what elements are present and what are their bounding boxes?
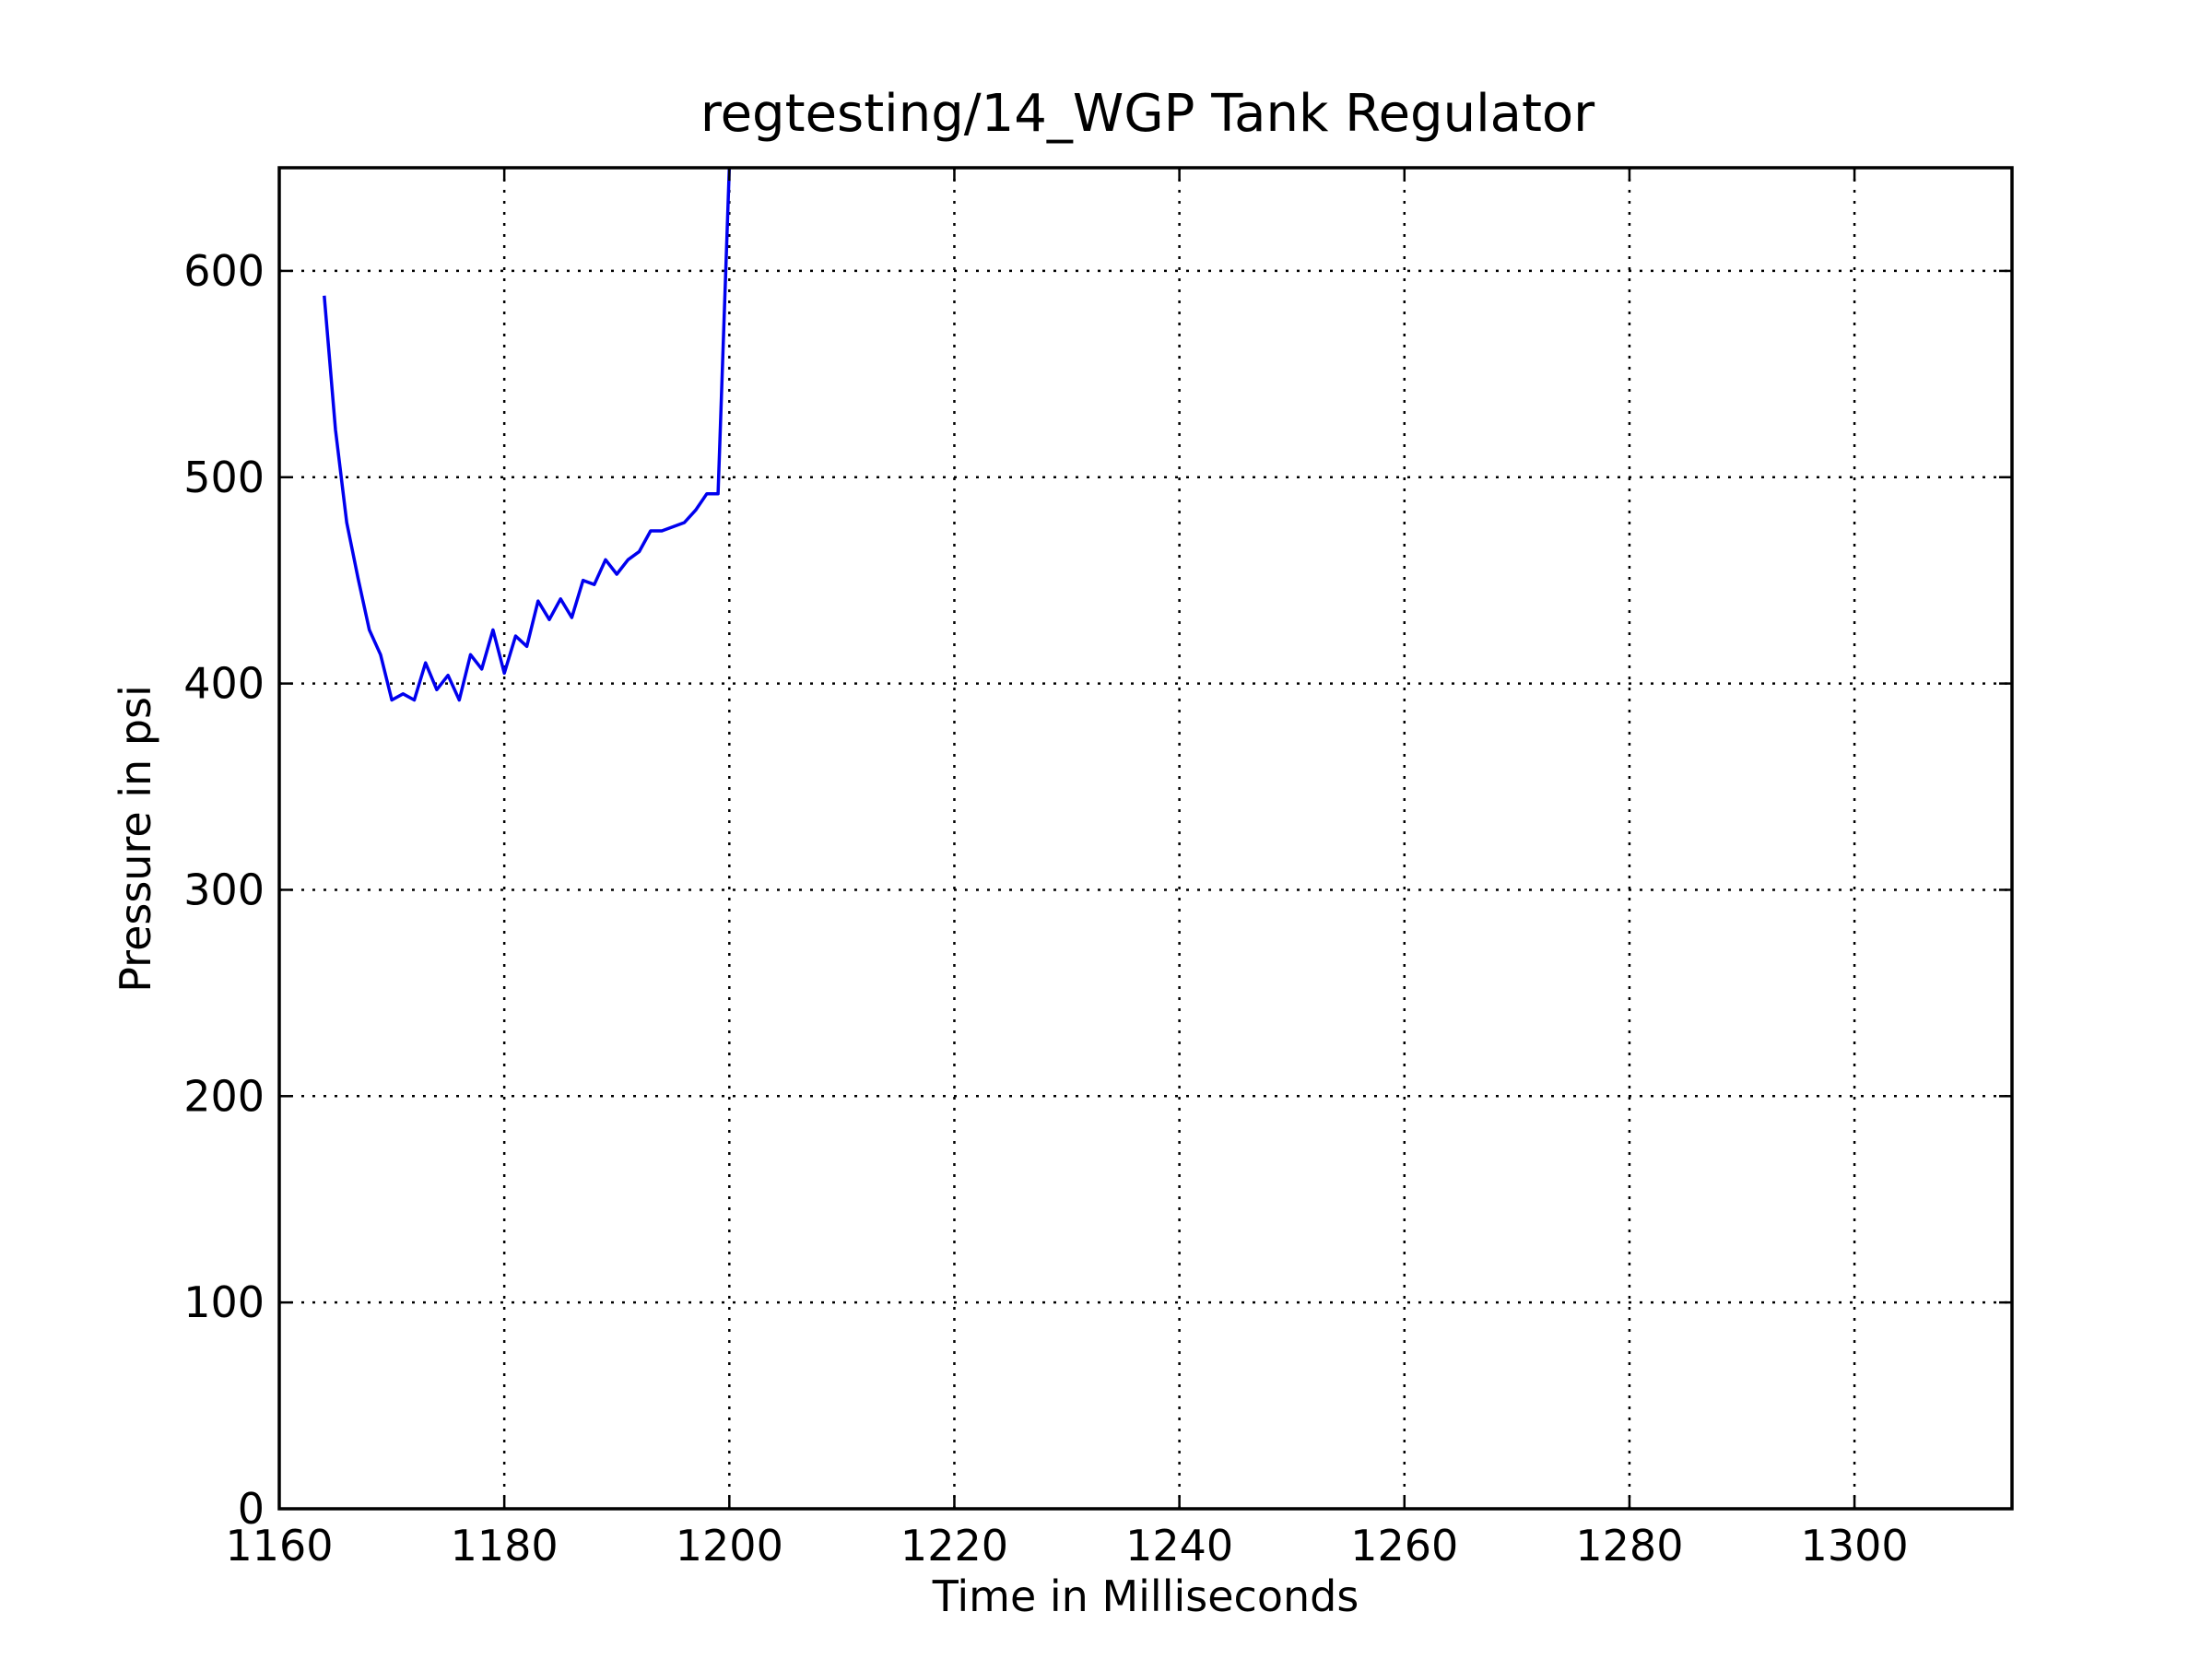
x-tick-label: 1180 <box>451 1521 559 1571</box>
x-tick-label: 1160 <box>225 1521 333 1571</box>
y-tick-label: 600 <box>183 246 265 296</box>
x-tick-label: 1240 <box>1125 1521 1233 1571</box>
grid-layer <box>277 168 2012 1511</box>
y-tick-label: 100 <box>183 1277 265 1327</box>
plot-frame <box>277 166 2014 1511</box>
series-line <box>323 167 732 702</box>
y-tick-label: 400 <box>183 659 265 709</box>
x-axis-label: Time in Milliseconds <box>932 1571 1359 1621</box>
x-tick-label: 1300 <box>1801 1521 1909 1571</box>
chart-title: regtesting/14_WGP Tank Regulator <box>700 84 1595 144</box>
x-tick-label: 1280 <box>1575 1521 1683 1571</box>
y-axis-label: Pressure in psi <box>111 685 160 993</box>
y-tick-label: 200 <box>183 1071 265 1121</box>
y-tick-label: 500 <box>183 453 265 502</box>
y-tick-label: 0 <box>238 1484 265 1534</box>
y-tick-label: 300 <box>183 865 265 914</box>
x-tick-label: 1220 <box>900 1521 1008 1571</box>
x-tick-label: 1260 <box>1350 1521 1458 1571</box>
x-tick-label: 1200 <box>676 1521 783 1571</box>
series-layer <box>323 167 732 702</box>
tick-layer: 1160 1180 1200 1220 1240 1260 1280 1300 0 100 200 3… <box>183 168 2012 1571</box>
